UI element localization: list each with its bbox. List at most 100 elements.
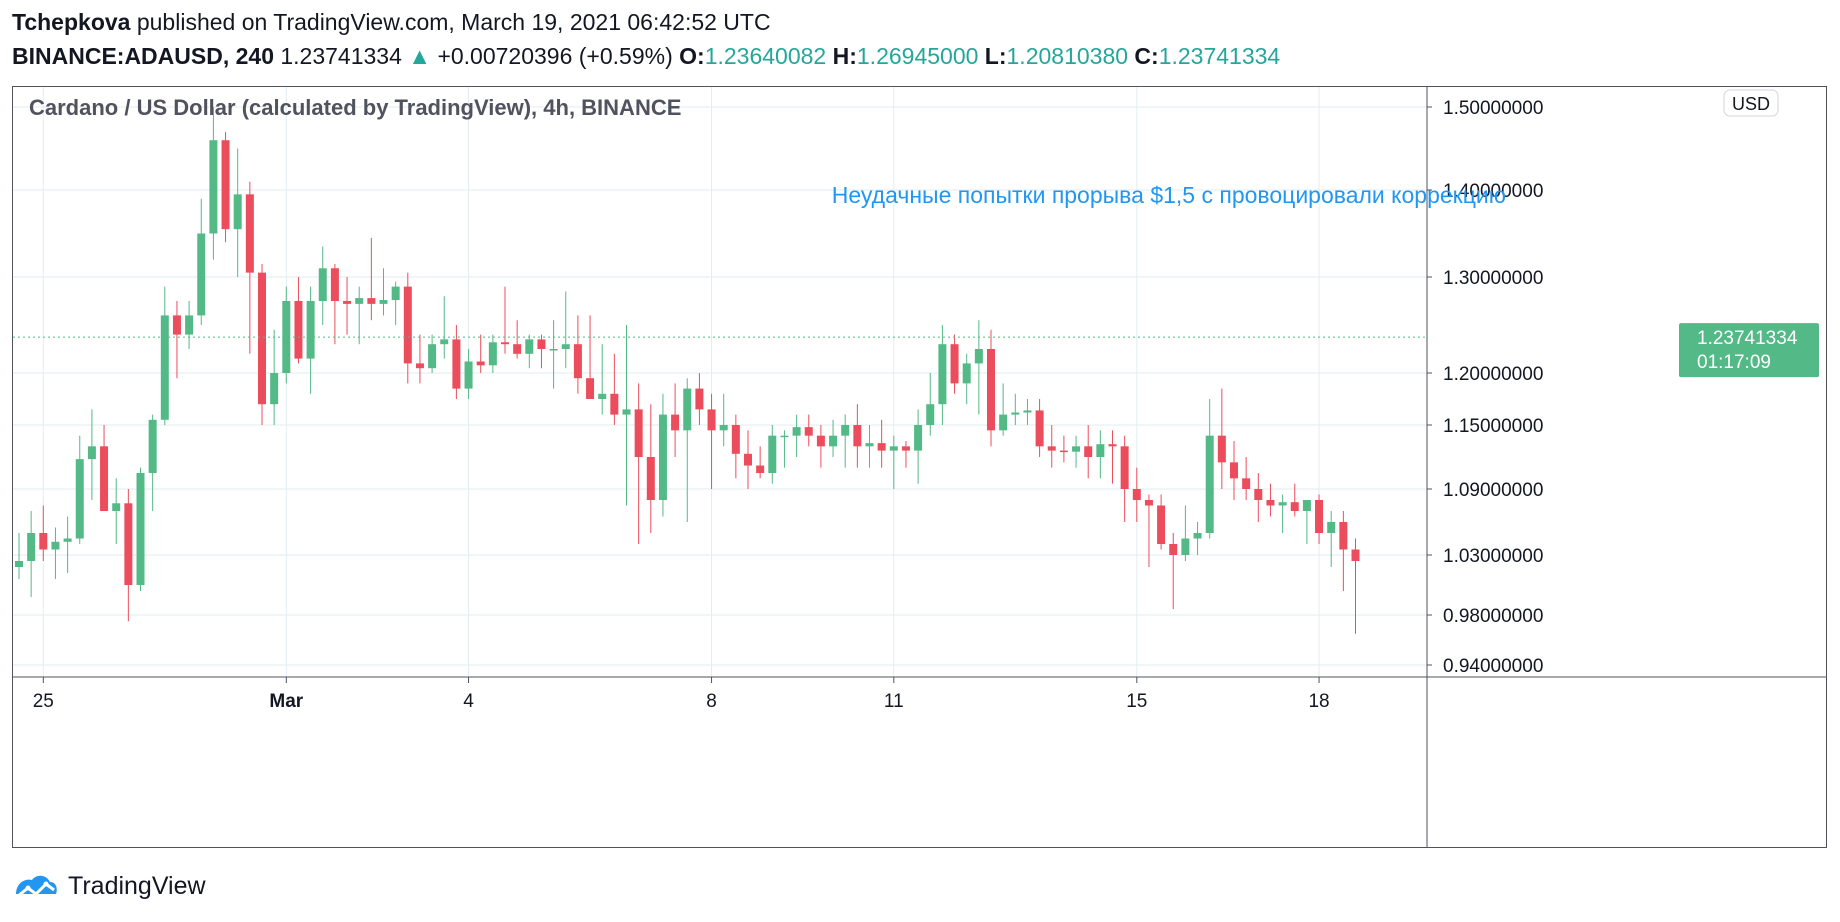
price-axis[interactable]: 1.50000000 1.40000000 1.30000000 1.20000000… (1427, 98, 1543, 677)
candle-body (476, 361, 485, 366)
candle-down (1290, 483, 1299, 517)
candle-body (1290, 502, 1299, 511)
candle-down (1059, 435, 1068, 463)
candle-body (756, 465, 765, 473)
candle-up (1278, 494, 1287, 533)
candles (15, 107, 1360, 634)
candle-body (573, 344, 582, 379)
candle-up (1327, 511, 1336, 567)
currency-badge[interactable]: USD (1723, 89, 1779, 117)
candle-body (1254, 489, 1263, 500)
candle-up (889, 435, 898, 489)
candle-body (950, 344, 959, 384)
open-label: O: (679, 43, 705, 69)
candle-down (573, 315, 582, 394)
published-text: published on TradingView.com, March 19, … (136, 9, 771, 35)
candle-body (1059, 450, 1068, 453)
candle-body (464, 361, 473, 389)
tradingview-brand: TradingView (68, 871, 206, 900)
candle-up (160, 286, 169, 425)
low-value: 1.20810380 (1006, 43, 1129, 69)
last-price-tag-value: 1.23741334 (1697, 328, 1798, 349)
candle-body (1072, 446, 1081, 452)
candle-body (209, 140, 218, 234)
candle-up (719, 393, 728, 447)
candle-body (744, 453, 752, 466)
high-label: H: (832, 43, 857, 69)
candle-down (367, 237, 376, 321)
candle-up (15, 533, 23, 579)
candle-up (1011, 393, 1020, 425)
candle-down (452, 325, 461, 399)
candle-up (440, 296, 449, 359)
candle-body (501, 342, 509, 345)
time-axis-label: 8 (706, 691, 717, 712)
candle-up (233, 148, 242, 277)
candle-up (999, 383, 1008, 436)
candle-down (1132, 467, 1141, 522)
candle-down (950, 334, 959, 394)
candle-body (707, 409, 716, 431)
publish-info: Tchepkova published on TradingView.com, … (12, 9, 771, 36)
tradingview-logo[interactable]: TradingView (12, 868, 206, 904)
time-axis-label: 18 (1308, 691, 1329, 712)
candle-body (1315, 500, 1324, 533)
price-axis-label: 1.50000000 (1443, 98, 1543, 119)
candle-body (15, 561, 23, 567)
candlestick-chart[interactable]: 1.50000000 1.40000000 1.30000000 1.20000000… (13, 87, 1826, 847)
candle-down (756, 446, 765, 479)
candle-up (270, 329, 279, 425)
time-axis[interactable]: 25 Mar 4 8 11 15 18 (33, 677, 1330, 712)
candle-up (780, 430, 789, 468)
candle-body (270, 373, 279, 405)
candle-body (1302, 500, 1311, 511)
candle-up (841, 414, 850, 468)
candle-up (974, 320, 983, 415)
candle-body (1084, 446, 1093, 457)
low-label: L: (984, 43, 1007, 69)
candle-body (112, 503, 121, 511)
candle-body (646, 457, 655, 500)
candle-body (343, 301, 352, 304)
candle-body (1035, 410, 1044, 447)
candle-body (586, 378, 595, 399)
candle-body (1096, 444, 1105, 457)
candle-body (889, 446, 898, 451)
candle-body (598, 393, 607, 399)
candle-down (513, 320, 522, 359)
candle-up (185, 301, 194, 349)
candle-body (671, 414, 680, 431)
candle-body (100, 446, 109, 511)
candle-down (537, 334, 546, 369)
candle-down (1144, 494, 1153, 567)
candle-down (172, 301, 181, 379)
candle-body (258, 272, 266, 405)
candle-body (403, 286, 412, 364)
candle-body (865, 443, 874, 447)
candle-down (1047, 425, 1056, 468)
candle-up (938, 325, 947, 425)
candle-body (63, 538, 72, 542)
candle-up (488, 334, 497, 373)
candle-body (379, 300, 388, 304)
candle-body (148, 419, 157, 473)
candle-down (1120, 435, 1129, 522)
candle-down (403, 272, 412, 384)
author-name: Tchepkova (12, 9, 131, 35)
candle-down (258, 263, 266, 425)
candle-up (282, 286, 291, 384)
candle-body (51, 541, 60, 550)
price-axis-label: 1.09000000 (1443, 480, 1543, 501)
candle-body (695, 388, 704, 410)
candle-body (1047, 446, 1056, 451)
candle-body (926, 404, 935, 425)
candle-body (87, 446, 96, 460)
candle-down (1217, 388, 1226, 489)
candle-up (768, 425, 777, 484)
candle-down (731, 414, 740, 479)
candle-up (391, 281, 400, 325)
candle-body (658, 414, 667, 500)
chart-frame[interactable]: 1.50000000 1.40000000 1.30000000 1.20000000… (12, 86, 1827, 848)
candle-up (865, 425, 874, 468)
candle-body (999, 414, 1008, 431)
